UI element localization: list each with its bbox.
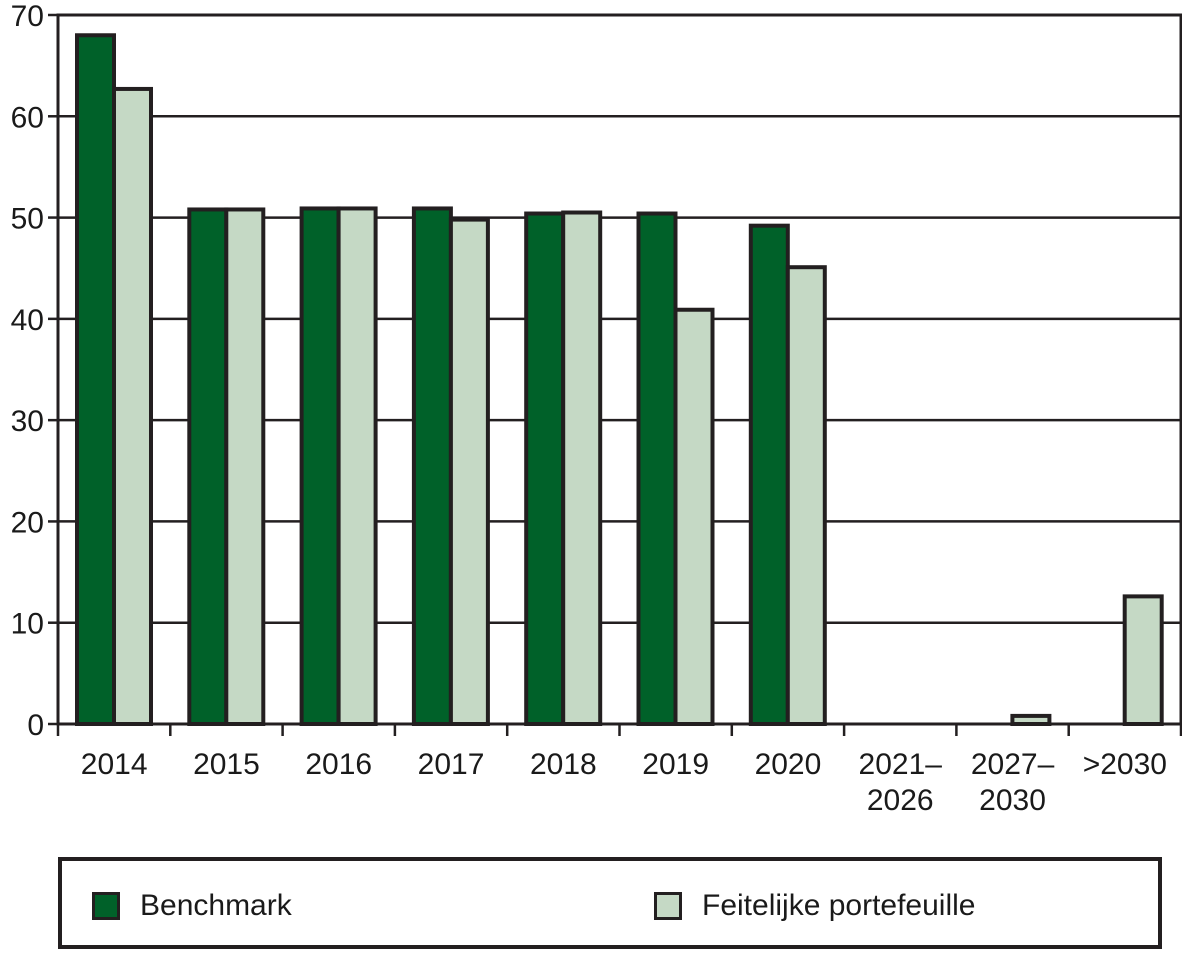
y-tick-label: 50	[11, 203, 44, 236]
legend-item-benchmark: Benchmark	[92, 891, 292, 921]
bar-feitelijke-portefeuille-2017	[448, 217, 490, 726]
legend: Benchmark Feitelijke portefeuille	[58, 857, 1162, 949]
bar-benchmark-2017	[411, 206, 453, 727]
y-tick-label: 40	[11, 304, 44, 337]
bar-feitelijke-portefeuille-2019	[673, 307, 715, 726]
bars	[75, 33, 1164, 727]
y-tick-label: 30	[11, 405, 44, 438]
x-tick-label: 2015	[193, 748, 260, 781]
legend-label-feitelijke-portefeuille: Feitelijke portefeuille	[702, 889, 976, 922]
bar-benchmark-2018	[524, 211, 566, 727]
bar-feitelijke-portefeuille-2016	[336, 206, 378, 727]
x-tick-label: 2021– 2026	[859, 748, 943, 817]
y-tick-label: 70	[11, 0, 44, 33]
x-axis: 2014 2015 2016 2017 2018 2019 2020 2021– 2026 202…	[56, 724, 1182, 817]
legend-label-benchmark: Benchmark	[140, 889, 292, 922]
x-tick-label: 2027– 2030	[971, 748, 1055, 817]
y-tick-label: 10	[11, 608, 44, 641]
y-tick-label: 0	[27, 709, 44, 742]
x-tick-label: 2017	[418, 748, 485, 781]
legend-swatch-feitelijke-portefeuille	[654, 892, 682, 920]
bar-benchmark-2016	[299, 206, 341, 727]
bar-feitelijke-portefeuille-2018	[561, 210, 603, 726]
x-tick-label: 2019	[642, 748, 709, 781]
bar-benchmark-2020	[748, 223, 790, 726]
bar-feitelijke-portefeuille-2014	[112, 86, 153, 726]
x-tick-label: 2014	[81, 748, 148, 781]
bar-benchmark-2015	[187, 207, 229, 726]
bar-feitelijke-portefeuille->2030	[1122, 594, 1164, 727]
bar-feitelijke-portefeuille-2015	[224, 207, 266, 726]
bar-feitelijke-portefeuille-2020	[785, 265, 827, 726]
bar-benchmark-2019	[636, 211, 678, 727]
y-tick-label: 20	[11, 506, 44, 539]
x-tick-label: 2020	[755, 748, 822, 781]
x-tick-label: 2018	[530, 748, 597, 781]
y-tick-label: 60	[11, 101, 44, 134]
legend-swatch-benchmark	[92, 892, 120, 920]
y-axis: 0 10 20 30 40 50 60 70	[11, 0, 58, 742]
legend-item-feitelijke-portefeuille: Feitelijke portefeuille	[654, 891, 975, 921]
x-tick-label: 2016	[305, 748, 372, 781]
bar-benchmark-2014	[75, 33, 116, 726]
x-tick-label: >2030	[1083, 748, 1167, 781]
